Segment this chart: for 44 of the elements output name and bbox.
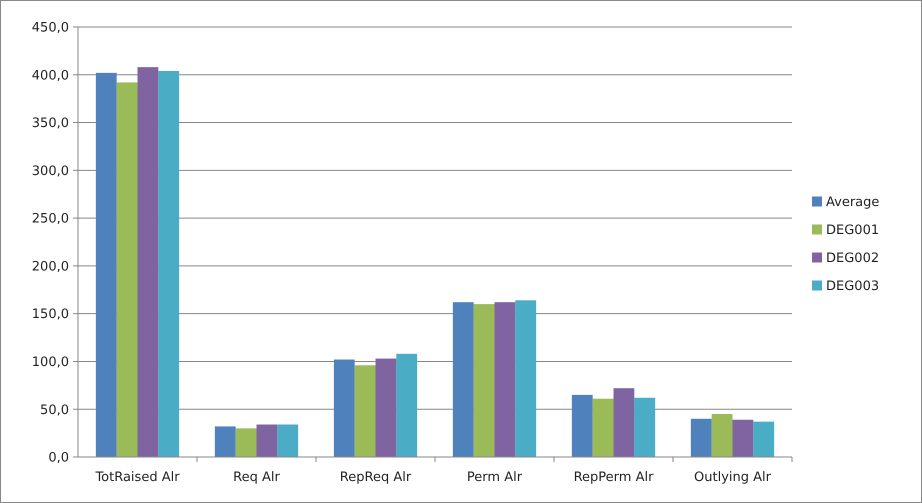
x-tick-label: Outlying Alr	[694, 470, 772, 485]
x-tick-label: TotRaised Alr	[94, 470, 180, 485]
y-tick-label: 150,0	[32, 307, 69, 322]
bar	[452, 302, 474, 457]
y-tick-label: 350,0	[32, 116, 69, 132]
y-tick-label: 200,0	[32, 259, 69, 274]
bar	[614, 388, 634, 457]
bar	[474, 304, 494, 457]
bar	[494, 302, 516, 457]
bar	[96, 72, 117, 457]
bar	[138, 67, 158, 457]
bar	[256, 424, 278, 457]
legend-label: DEG002	[826, 251, 880, 266]
bar	[158, 70, 180, 457]
bar	[396, 354, 418, 457]
bar	[277, 424, 298, 457]
x-tick-label: Perm Alr	[466, 470, 523, 485]
bar	[592, 398, 614, 457]
y-tick-label: 100,0	[32, 354, 69, 370]
x-tick-label: RepPerm Alr	[574, 470, 654, 485]
bar	[236, 428, 256, 457]
bar	[572, 394, 593, 457]
y-tick-label: 250,0	[32, 212, 69, 227]
bar	[712, 414, 732, 457]
y-tick-label: 50,0	[40, 402, 69, 418]
legend-label: Average	[826, 195, 880, 210]
y-tick-label: 400,0	[32, 68, 69, 84]
legend-label: DEG003	[826, 279, 880, 294]
bar	[732, 420, 754, 457]
y-tick-label: 0,0	[48, 450, 69, 466]
y-tick-label: 300,0	[32, 164, 69, 179]
bar	[334, 360, 355, 457]
bar	[116, 82, 138, 457]
bar	[354, 365, 376, 457]
x-tick-label: Req Alr	[233, 470, 280, 485]
bar	[634, 398, 656, 457]
legend-label: DEG001	[826, 223, 880, 238]
bar	[753, 422, 774, 457]
bar	[690, 418, 712, 457]
y-tick-label: 450,0	[32, 20, 69, 36]
bar	[214, 426, 236, 457]
x-tick-label: RepReq Alr	[340, 470, 412, 485]
bar	[515, 300, 536, 457]
bar	[376, 358, 396, 457]
